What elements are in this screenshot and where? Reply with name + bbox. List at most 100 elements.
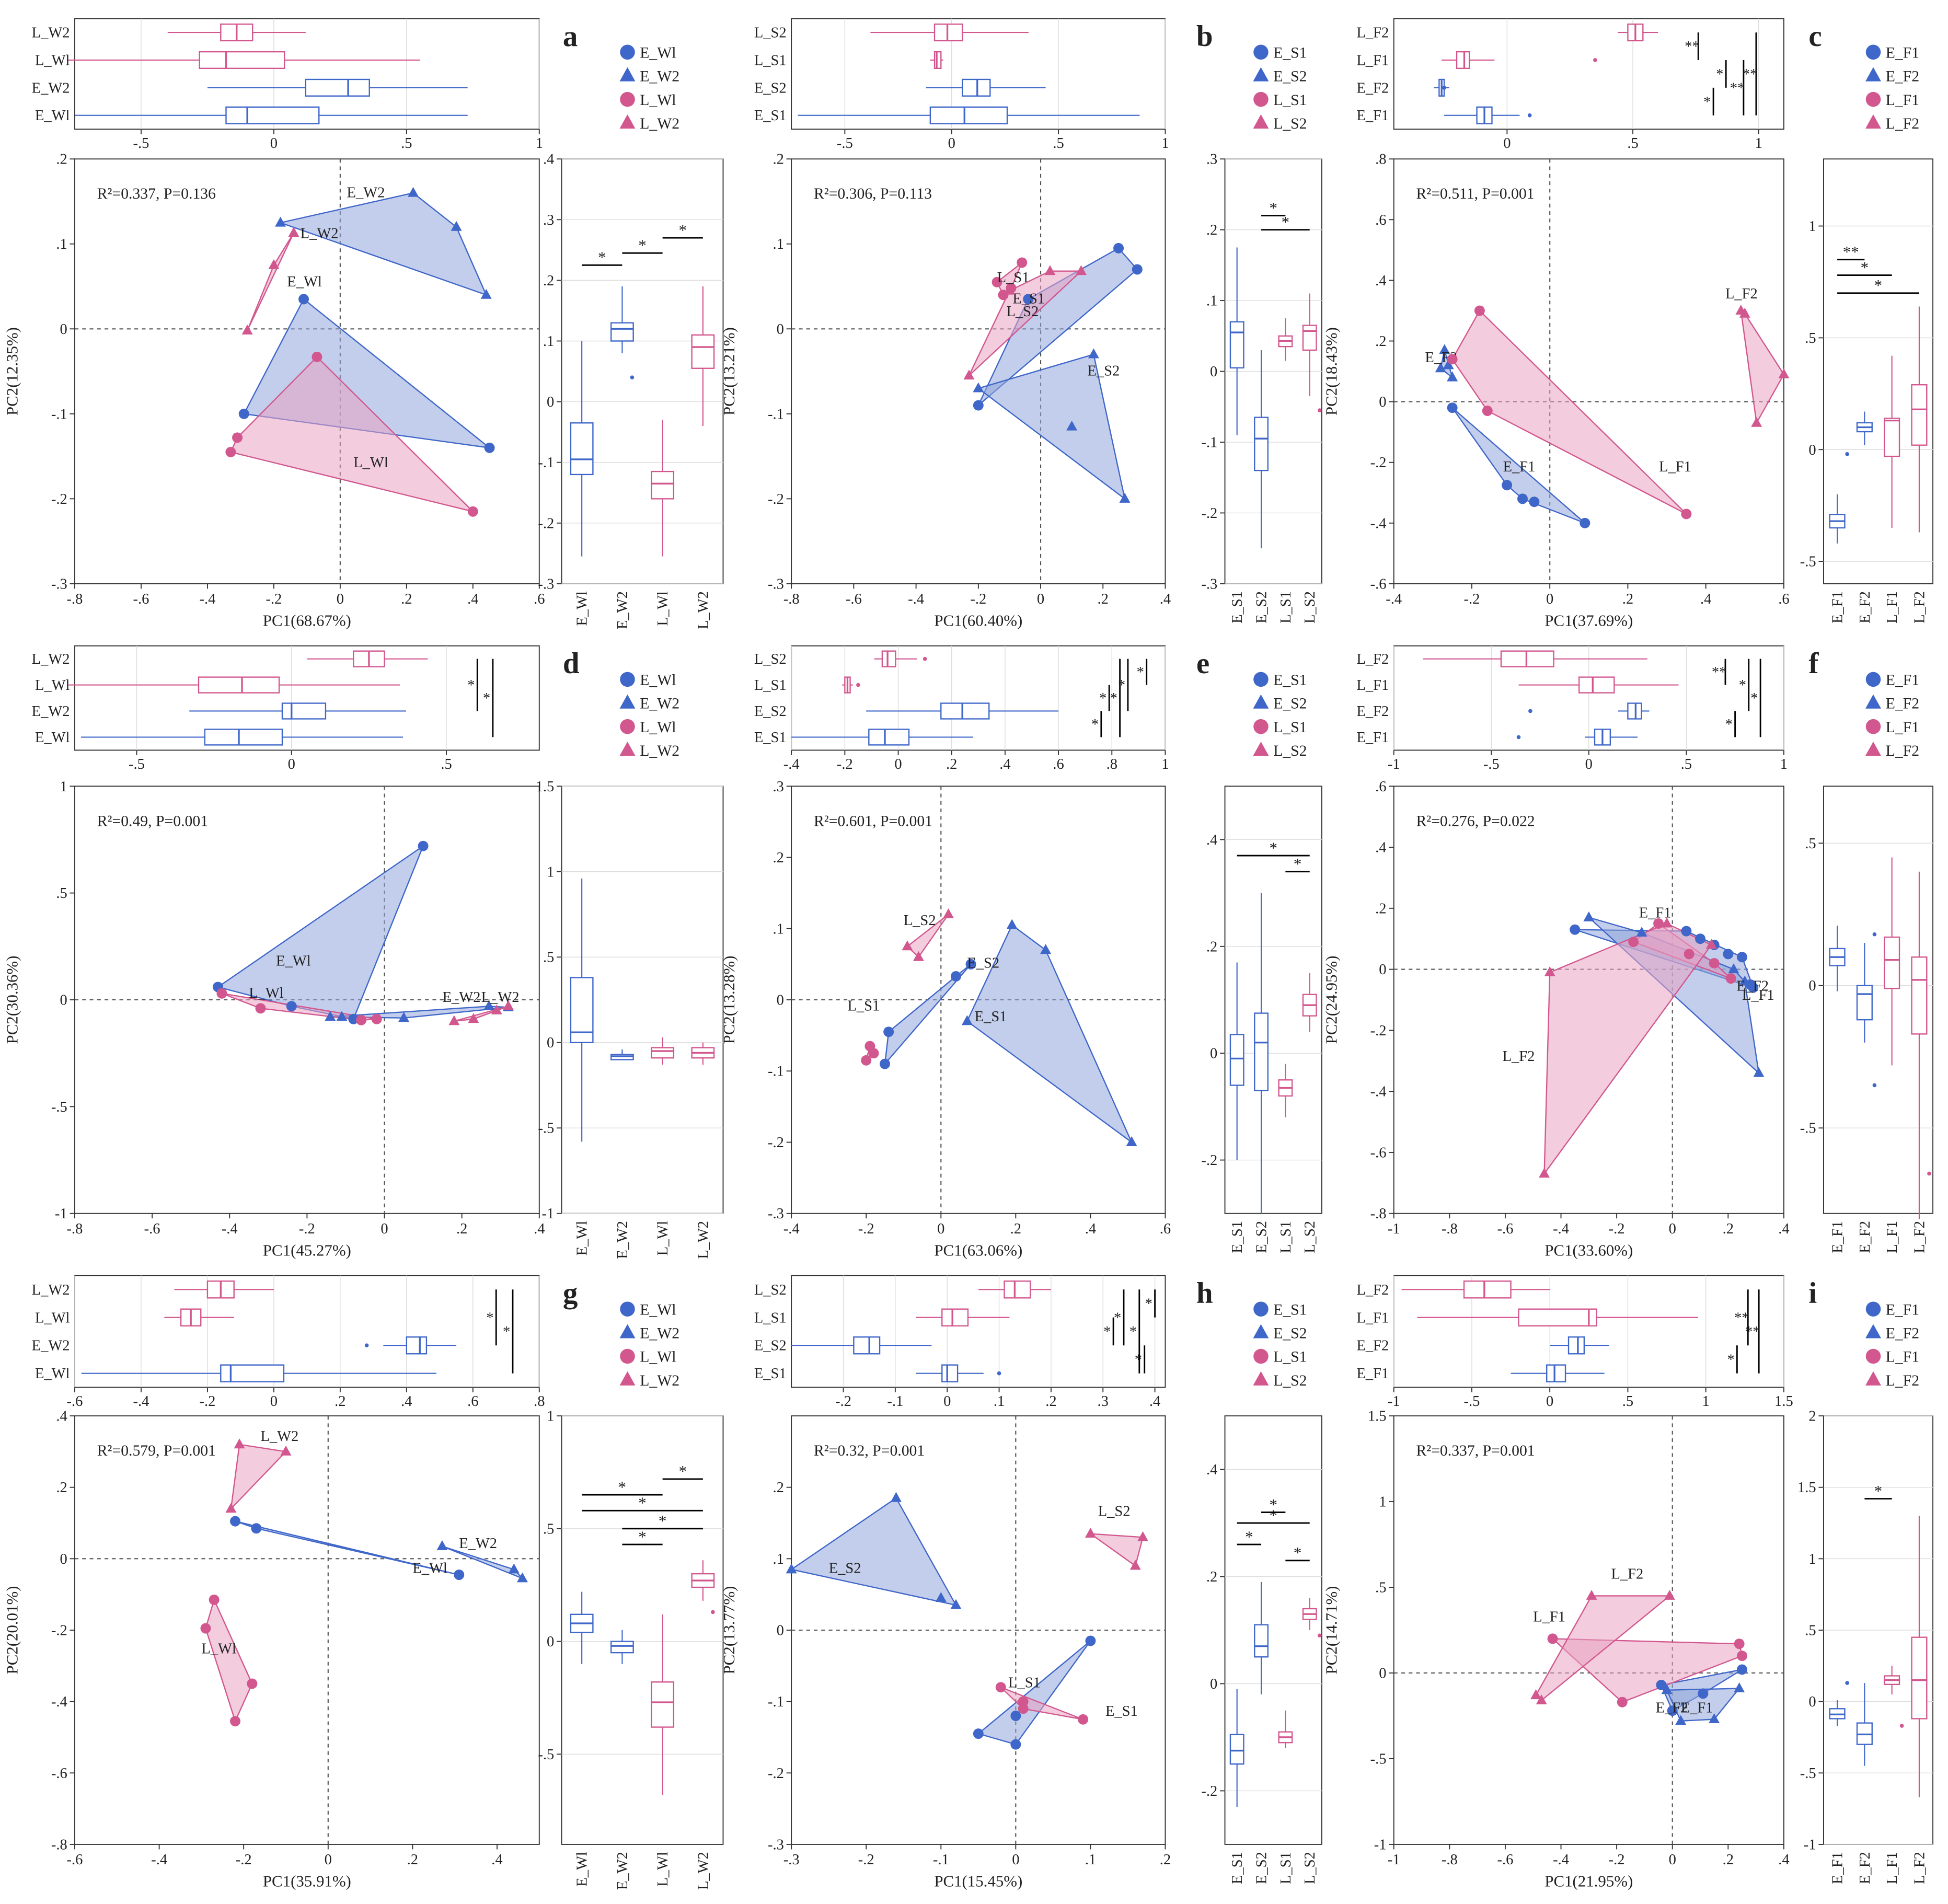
x-axis-label: PC1(63.06%) [934, 1241, 1022, 1260]
top-box [941, 1364, 959, 1382]
circle-marker-icon [620, 672, 635, 687]
triangle-marker-icon [480, 289, 492, 299]
top-x-tick-label: 0 [1585, 756, 1593, 772]
side-box [1884, 418, 1900, 457]
circle-marker-icon [1447, 402, 1458, 413]
legend-label: L_F1 [1886, 92, 1919, 109]
y-tick-label: -.4 [51, 1694, 67, 1710]
top-x-tick-label: .4 [999, 756, 1010, 772]
y-tick-label: -.2 [768, 491, 784, 507]
circle-marker-icon [1253, 91, 1269, 107]
side-significance-label: * [1245, 1527, 1253, 1545]
side-y-tick-label: -.5 [538, 1121, 554, 1137]
side-significance-label: * [638, 1527, 646, 1545]
triangle-marker-icon [1253, 1371, 1269, 1386]
x-tick-label: .1 [1085, 1852, 1096, 1868]
group-label: E_Wl [287, 274, 322, 290]
legend-label: L_F1 [1886, 719, 1919, 736]
group-label: E_F1 [1503, 459, 1536, 475]
top-box-category-label: L_F2 [1356, 651, 1389, 667]
top-significance-label: * [1716, 66, 1723, 83]
side-y-tick-label: .5 [1805, 836, 1816, 852]
top-box [1627, 702, 1642, 720]
top-boxplot-frame [74, 1275, 540, 1388]
legend-item: E_F2 [1865, 694, 1919, 712]
x-tick-label: -.6 [133, 591, 149, 607]
top-boxplot-frame [1393, 18, 1784, 130]
side-boxplot: -1 -.5 0 .5 1 1.5 2 E_F1 E_F2 L_F1 L_F2 * [1797, 1409, 1934, 1884]
panel-g: -.6 -.4 -.2 0.2.4.6.8E_WlE_W2L_WlL_W2**-.6-… [3, 1275, 724, 1890]
top-box [1567, 1336, 1585, 1355]
side-y-tick-label: .1 [1206, 293, 1217, 309]
side-significance-label: * [1874, 276, 1882, 294]
legend-item: L_S2 [1253, 114, 1307, 132]
side-box-category-label: L_Wl [655, 1852, 671, 1887]
top-box-category-label: E_F2 [1356, 1338, 1389, 1354]
panel-letter: a [563, 20, 578, 53]
x-tick-label: -.2 [970, 591, 986, 607]
circle-marker-icon [965, 959, 976, 970]
side-y-tick-label: 1 [1808, 218, 1816, 235]
triangle-marker-icon [1739, 307, 1750, 318]
legend-label: E_W2 [640, 1325, 679, 1342]
x-tick-label: .2 [1098, 591, 1109, 607]
circle-marker-icon [1018, 1696, 1029, 1707]
side-y-tick-label: .5 [1805, 330, 1816, 347]
y-tick-label: -.6 [51, 1765, 67, 1782]
circle-marker-icon [200, 1623, 211, 1634]
side-y-tick-label: -1 [542, 1206, 555, 1222]
top-x-tick-label: 1.5 [1774, 1393, 1793, 1410]
top-box-category-label: L_Wl [35, 1310, 70, 1326]
y-tick-label: .2 [773, 850, 784, 866]
top-box [199, 51, 285, 70]
top-x-tick-label: .4 [1149, 1393, 1160, 1410]
y-axis-label: PC2(13.28%) [720, 956, 738, 1044]
side-box-category-label: L_F1 [1884, 591, 1900, 624]
y-tick-label: .6 [1375, 212, 1386, 228]
y-tick-label: .2 [1375, 901, 1386, 917]
top-box [1578, 676, 1615, 694]
side-y-tick-label: .5 [1805, 1623, 1816, 1639]
group-label: E_W2 [443, 989, 481, 1006]
side-significance-label: ** [1843, 243, 1859, 261]
y-tick-label: 1 [1379, 1494, 1386, 1510]
circle-marker-icon [620, 1301, 635, 1317]
side-box-category-label: E_F1 [1830, 1221, 1846, 1253]
y-tick-label: -.6 [1370, 576, 1387, 592]
triangle-marker-icon [943, 908, 954, 918]
x-tick-label: -.6 [846, 591, 862, 607]
legend-item: E_S2 [1253, 694, 1307, 712]
top-x-tick-label: 1 [1755, 135, 1762, 152]
circle-marker-icon [1681, 509, 1692, 520]
group-label: L_F1 [1742, 987, 1774, 1003]
stat-label: R²=0.32, P=0.001 [814, 1443, 925, 1459]
x-tick-label: .4 [491, 1852, 502, 1868]
circle-marker-icon [1085, 1635, 1096, 1646]
y-tick-label: .8 [1375, 152, 1386, 168]
side-box [1229, 1734, 1244, 1765]
side-y-tick-label: .3 [543, 212, 554, 228]
circle-marker-icon [1709, 957, 1720, 968]
x-tick-label: -.1 [933, 1852, 949, 1868]
top-x-tick-label: 0 [288, 756, 295, 772]
top-x-tick-label: 1 [1702, 1393, 1710, 1410]
side-box-outlier [1899, 1724, 1904, 1728]
x-tick-label: .4 [1085, 1221, 1096, 1237]
y-tick-label: .2 [773, 152, 784, 168]
top-box [853, 1336, 881, 1355]
y-tick-label: -.1 [768, 1064, 784, 1080]
y-tick-label: 0 [777, 992, 784, 1008]
y-tick-label: 0 [777, 1623, 784, 1639]
triangle-marker-icon [1044, 265, 1056, 275]
side-significance-label: * [1269, 1506, 1277, 1524]
side-box-outlier [1317, 1633, 1322, 1638]
side-box [1254, 1012, 1269, 1091]
x-tick-label: .6 [1778, 591, 1789, 607]
y-tick-label: -.2 [51, 491, 67, 507]
top-x-tick-label: -.2 [835, 1393, 851, 1410]
circle-marker-icon [1628, 937, 1639, 948]
triangle-marker-icon [398, 1012, 410, 1022]
circle-marker-icon [255, 1003, 266, 1014]
pca-scatter: -1 -.8 -.6 -.4 -.2 0 .2 .4 -1 -.5 0 .5 1 1.5 E_F1E_F2 L… [1322, 1409, 1789, 1890]
